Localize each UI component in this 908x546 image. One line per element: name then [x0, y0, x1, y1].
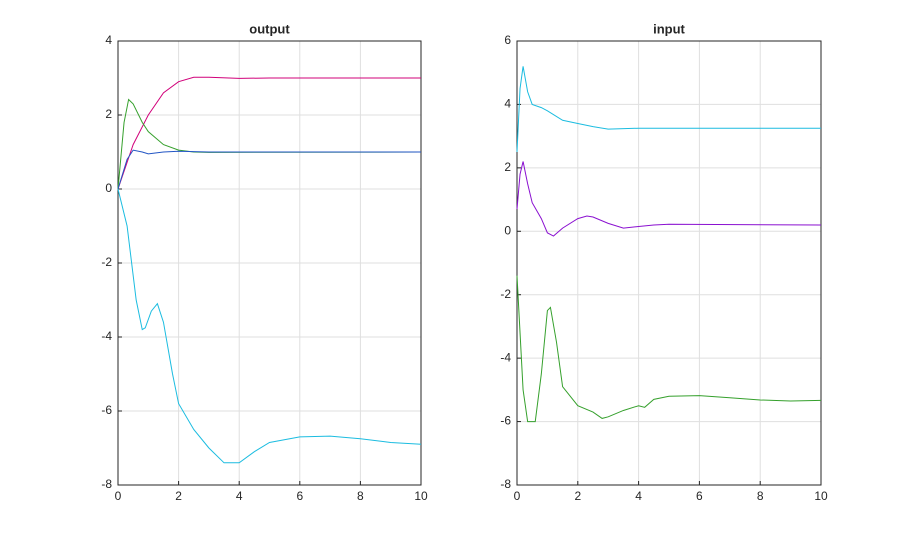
- x-tick-label: 2: [574, 489, 581, 503]
- data-line: [516, 275, 822, 423]
- x-tick-label: 8: [757, 489, 764, 503]
- y-tick-label: 4: [504, 97, 511, 111]
- y-tick-label: 0: [504, 223, 511, 237]
- x-tick-label: 0: [514, 489, 521, 503]
- y-tick-label: -2: [101, 255, 112, 269]
- y-tick-label: 0: [105, 181, 112, 195]
- y-tick-label: 2: [504, 160, 511, 174]
- data-line: [117, 76, 421, 190]
- y-tick-label: -8: [500, 477, 511, 491]
- x-tick-label: 8: [357, 489, 364, 503]
- plot-area: [517, 41, 821, 485]
- chart-title: output: [249, 21, 290, 36]
- data-line: [516, 66, 821, 153]
- y-tick-label: -2: [500, 287, 511, 301]
- y-tick-label: 4: [105, 33, 112, 47]
- data-line: [516, 161, 822, 237]
- data-line: [117, 188, 422, 464]
- x-tick-label: 2: [175, 489, 182, 503]
- x-tick-label: 0: [115, 489, 122, 503]
- x-tick-label: 6: [296, 489, 303, 503]
- x-tick-label: 10: [414, 489, 428, 503]
- y-tick-label: 6: [504, 33, 511, 47]
- chart-title: input: [653, 21, 685, 36]
- y-tick-label: -6: [500, 414, 511, 428]
- axes-box: [516, 40, 822, 486]
- x-tick-label: 10: [814, 489, 828, 503]
- x-tick-label: 4: [635, 489, 642, 503]
- data-line: [117, 149, 421, 190]
- x-tick-label: 6: [696, 489, 703, 503]
- y-tick-label: -4: [101, 329, 112, 343]
- y-tick-label: 2: [105, 107, 112, 121]
- y-tick-label: -8: [101, 477, 112, 491]
- axes-box: [117, 40, 422, 486]
- y-tick-label: -6: [101, 403, 112, 417]
- x-tick-label: 4: [236, 489, 243, 503]
- y-tick-label: -4: [500, 350, 511, 364]
